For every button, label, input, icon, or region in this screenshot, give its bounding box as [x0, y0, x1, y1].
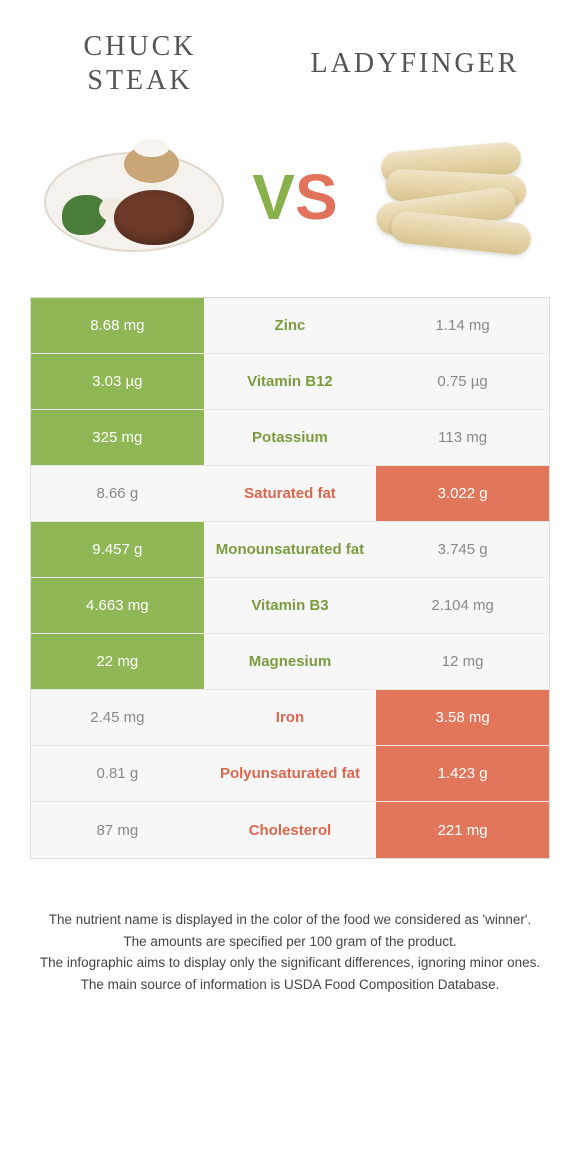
table-row: 3.03 µgVitamin B120.75 µg — [31, 354, 549, 410]
table-row: 87 mgCholesterol221 mg — [31, 802, 549, 858]
value-right: 3.745 g — [376, 522, 549, 577]
vs-s: S — [295, 161, 338, 233]
footer-line4: The main source of information is USDA F… — [30, 974, 550, 996]
value-left: 87 mg — [31, 802, 204, 858]
title-left-line2: steak — [87, 65, 192, 96]
value-left: 325 mg — [31, 410, 204, 465]
value-right: 12 mg — [376, 634, 549, 689]
footer-line3: The infographic aims to display only the… — [30, 952, 550, 974]
food-title-right: Ladyfinger — [290, 47, 540, 81]
value-left: 3.03 µg — [31, 354, 204, 409]
vs-v: V — [252, 161, 295, 233]
ladyfinger-image — [366, 137, 536, 257]
nutrient-name: Potassium — [204, 410, 377, 465]
value-right: 1.14 mg — [376, 298, 549, 353]
value-right: 3.022 g — [376, 466, 549, 521]
nutrient-name: Vitamin B3 — [204, 578, 377, 633]
value-left: 8.66 g — [31, 466, 204, 521]
value-right: 1.423 g — [376, 746, 549, 801]
value-left: 9.457 g — [31, 522, 204, 577]
nutrient-name: Zinc — [204, 298, 377, 353]
footer-line2: The amounts are specified per 100 gram o… — [30, 931, 550, 953]
value-right: 0.75 µg — [376, 354, 549, 409]
value-right: 221 mg — [376, 802, 549, 858]
footer-notes: The nutrient name is displayed in the co… — [0, 859, 580, 1015]
table-row: 4.663 mgVitamin B32.104 mg — [31, 578, 549, 634]
value-right: 3.58 mg — [376, 690, 549, 745]
table-row: 8.66 gSaturated fat3.022 g — [31, 466, 549, 522]
table-row: 325 mgPotassium113 mg — [31, 410, 549, 466]
value-left: 22 mg — [31, 634, 204, 689]
value-right: 2.104 mg — [376, 578, 549, 633]
image-row: VS — [0, 117, 580, 297]
comparison-table: 8.68 mgZinc1.14 mg3.03 µgVitamin B120.75… — [30, 297, 550, 859]
food-title-left: Chuck steak — [40, 30, 240, 97]
nutrient-name: Magnesium — [204, 634, 377, 689]
table-row: 0.81 gPolyunsaturated fat1.423 g — [31, 746, 549, 802]
table-row: 22 mgMagnesium12 mg — [31, 634, 549, 690]
nutrient-name: Saturated fat — [204, 466, 377, 521]
vs-label: VS — [252, 160, 337, 234]
value-left: 8.68 mg — [31, 298, 204, 353]
header: Chuck steak Ladyfinger — [0, 0, 580, 117]
table-row: 9.457 gMonounsaturated fat3.745 g — [31, 522, 549, 578]
nutrient-name: Monounsaturated fat — [204, 522, 377, 577]
chuck-steak-image — [44, 137, 224, 257]
table-row: 8.68 mgZinc1.14 mg — [31, 298, 549, 354]
nutrient-name: Polyunsaturated fat — [204, 746, 377, 801]
value-left: 2.45 mg — [31, 690, 204, 745]
nutrient-name: Cholesterol — [204, 802, 377, 858]
nutrient-name: Iron — [204, 690, 377, 745]
table-row: 2.45 mgIron3.58 mg — [31, 690, 549, 746]
title-left-line1: Chuck — [83, 31, 196, 62]
value-left: 0.81 g — [31, 746, 204, 801]
footer-line1: The nutrient name is displayed in the co… — [30, 909, 550, 931]
nutrient-name: Vitamin B12 — [204, 354, 377, 409]
value-right: 113 mg — [376, 410, 549, 465]
value-left: 4.663 mg — [31, 578, 204, 633]
